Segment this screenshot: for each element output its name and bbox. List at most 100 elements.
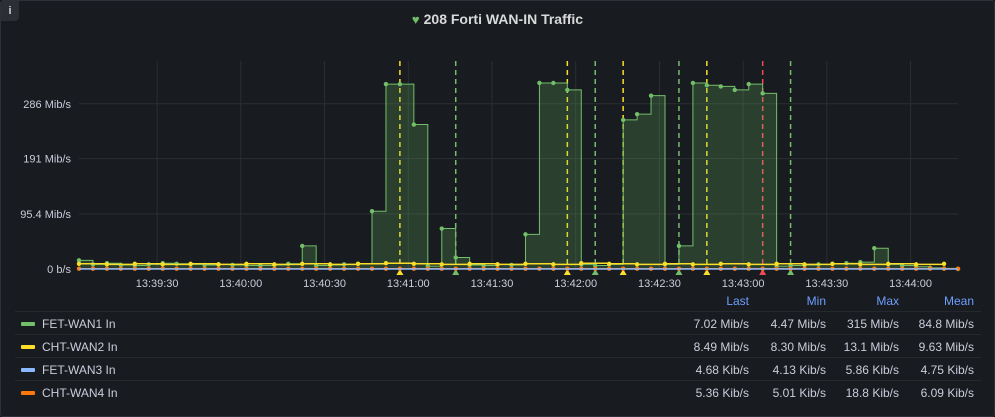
- data-point: [579, 261, 584, 266]
- legend-row[interactable]: FET-WAN3 In 4.68 Kib/s 4.13 Kib/s 5.86 K…: [15, 357, 981, 380]
- annotation-flag: [619, 269, 627, 275]
- data-point: [537, 80, 542, 86]
- legend-last: 8.49 Mib/s: [693, 340, 749, 354]
- data-point: [565, 87, 570, 93]
- legend-header: Last Min Max Mean: [15, 291, 981, 311]
- legend-series-name[interactable]: CHT-WAN2 In: [42, 340, 118, 354]
- x-tick-label: 13:42:30: [638, 278, 681, 290]
- data-point: [913, 262, 919, 267]
- data-point: [132, 261, 138, 266]
- annotation-flag: [396, 269, 404, 275]
- legend-series-name[interactable]: FET-WAN3 In: [42, 363, 116, 377]
- timeseries-chart[interactable]: 0 b/s 95.4 Mib/s 191 Mib/s 286 Mib/s 13:39:…: [1, 1, 994, 291]
- data-point: [397, 81, 403, 87]
- x-tick-label: 13:40:30: [303, 278, 346, 290]
- data-point: [634, 262, 640, 267]
- legend-min: 4.47 Mib/s: [770, 317, 826, 331]
- legend-max: 18.8 Kib/s: [845, 386, 899, 400]
- legend-header-min[interactable]: Min: [806, 294, 826, 308]
- annotation-flag: [591, 269, 599, 275]
- data-point: [300, 243, 305, 249]
- x-tick-label: 13:41:00: [387, 278, 430, 290]
- annotation-flag: [452, 269, 460, 275]
- data-point: [606, 261, 612, 266]
- data-point: [411, 122, 417, 127]
- x-tick-label: 13:39:30: [136, 278, 179, 290]
- legend-max: 315 Mib/s: [846, 317, 899, 331]
- legend-min: 4.13 Kib/s: [772, 363, 826, 377]
- legend-max: 13.1 Mib/s: [843, 340, 899, 354]
- panel-title[interactable]: ♥ 208 Forti WAN-IN Traffic: [1, 11, 994, 27]
- data-point: [188, 261, 193, 266]
- legend-row[interactable]: FET-WAN1 In 7.02 Mib/s 4.47 Mib/s 315 Mi…: [15, 311, 981, 334]
- data-point: [704, 83, 710, 88]
- data-point: [551, 80, 556, 86]
- legend-row[interactable]: CHT-WAN2 In 8.49 Mib/s 8.30 Mib/s 13.1 M…: [15, 334, 981, 357]
- y-tick-label: 95.4 Mib/s: [20, 209, 71, 221]
- data-point: [383, 261, 389, 266]
- legend-min: 8.30 Mib/s: [770, 340, 826, 354]
- data-point: [76, 261, 82, 266]
- series-layer: [76, 80, 961, 272]
- legend-mean: 4.75 Kib/s: [920, 363, 974, 377]
- y-axis: 0 b/s 95.4 Mib/s 191 Mib/s 286 Mib/s: [20, 99, 71, 276]
- data-point: [872, 246, 877, 251]
- data-point: [746, 262, 751, 267]
- data-point: [690, 262, 696, 267]
- data-point: [355, 261, 361, 266]
- data-point: [858, 262, 863, 267]
- annotation-flag: [563, 269, 571, 275]
- data-point: [104, 262, 110, 267]
- legend-mean: 9.63 Mib/s: [918, 340, 974, 354]
- legend-last: 5.36 Kib/s: [695, 386, 749, 400]
- data-point: [662, 261, 668, 266]
- data-point: [676, 243, 682, 249]
- grid: [79, 61, 958, 270]
- legend-swatch: [21, 391, 35, 395]
- data-point: [718, 261, 724, 266]
- legend-table: Last Min Max Mean FET-WAN1 In 7.02 Mib/s…: [15, 291, 981, 403]
- legend-swatch: [21, 322, 35, 326]
- y-tick-label: 0 b/s: [47, 264, 71, 276]
- legend-mean: 6.09 Kib/s: [920, 386, 974, 400]
- legend-header-mean[interactable]: Mean: [943, 294, 974, 308]
- data-point: [467, 261, 472, 266]
- x-tick-label: 13:43:00: [722, 278, 765, 290]
- data-point: [160, 262, 165, 267]
- legend-series-name[interactable]: CHT-WAN4 In: [42, 386, 118, 400]
- heart-icon: ♥: [411, 12, 420, 27]
- x-axis: 13:39:30 13:40:00 13:40:30 13:41:00 13:41:30…: [136, 278, 932, 290]
- x-tick-label: 13:42:00: [554, 278, 597, 290]
- x-tick-label: 13:43:30: [805, 278, 848, 290]
- panel-title-text: 208 Forti WAN-IN Traffic: [423, 11, 584, 27]
- legend-series-name[interactable]: FET-WAN1 In: [42, 317, 116, 331]
- data-point: [76, 258, 82, 263]
- legend-header-max[interactable]: Max: [876, 294, 899, 308]
- info-icon[interactable]: i: [1, 1, 19, 21]
- y-tick-label: 191 Mib/s: [23, 154, 71, 166]
- data-point: [411, 261, 417, 266]
- data-point: [760, 91, 765, 96]
- data-point: [830, 261, 835, 266]
- data-point: [886, 261, 891, 266]
- legend-mean: 84.8 Mib/s: [918, 317, 974, 331]
- data-point: [690, 80, 696, 86]
- annotation-flag: [675, 269, 683, 275]
- data-point: [648, 93, 654, 98]
- data-point: [634, 111, 640, 117]
- data-point: [551, 262, 556, 267]
- data-point: [620, 117, 626, 123]
- legend-row[interactable]: CHT-WAN4 In 5.36 Kib/s 5.01 Kib/s 18.8 K…: [15, 380, 981, 403]
- series-area: [79, 82, 958, 269]
- series-line: [79, 82, 959, 269]
- x-tick-label: 13:40:00: [219, 278, 262, 290]
- data-point: [216, 262, 221, 267]
- data-point: [718, 84, 724, 89]
- legend-min: 5.01 Kib/s: [772, 386, 826, 400]
- legend-header-last[interactable]: Last: [726, 294, 749, 308]
- legend-max: 5.86 Kib/s: [845, 363, 899, 377]
- data-point: [746, 81, 751, 87]
- data-point: [732, 87, 737, 93]
- data-point: [439, 226, 444, 231]
